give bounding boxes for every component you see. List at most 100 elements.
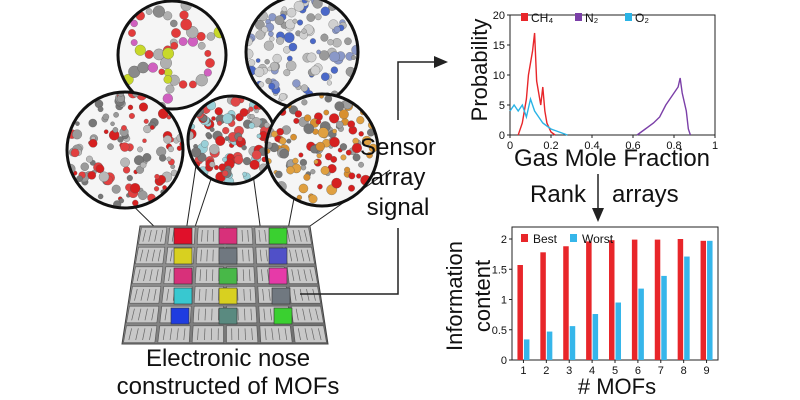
- atom: [358, 131, 364, 137]
- atom: [263, 40, 274, 51]
- atom: [87, 171, 97, 180]
- atom: [132, 199, 139, 207]
- atom: [153, 186, 160, 192]
- hist-ytick-label: 10: [493, 70, 505, 82]
- atom: [279, 93, 287, 101]
- bar-ytick-label: 2: [501, 234, 507, 246]
- electrode-comb: [137, 308, 142, 321]
- bar-ytick-label: 0: [501, 355, 507, 367]
- electrode-comb: [206, 249, 208, 262]
- atom: [334, 101, 345, 112]
- atom: [333, 26, 341, 33]
- electrode-cell: [132, 266, 164, 284]
- electrode-comb: [134, 288, 138, 301]
- atom: [188, 1, 197, 2]
- atom: [251, 150, 262, 160]
- atom: [159, 154, 167, 162]
- atom: [303, 123, 315, 135]
- rank-label-left: Rank: [530, 181, 587, 208]
- atom: [356, 173, 362, 179]
- mof-inset-right: [264, 92, 380, 208]
- electrode-comb: [197, 308, 200, 321]
- atom: [320, 6, 330, 16]
- electrode-comb: [303, 229, 308, 242]
- electrode-comb: [308, 308, 313, 321]
- atom: [128, 29, 136, 37]
- atom: [298, 152, 304, 158]
- hist-xtick-label: 0.6: [625, 140, 640, 152]
- atom: [215, 135, 226, 146]
- atom: [191, 147, 202, 158]
- atom: [315, 119, 322, 125]
- atom: [107, 143, 114, 150]
- atom: [88, 118, 98, 128]
- atom: [246, 48, 254, 60]
- electrode-comb: [251, 328, 253, 341]
- electrode-comb: [315, 308, 319, 321]
- bar-worst: [523, 339, 530, 360]
- atom: [224, 136, 230, 141]
- electrode-comb: [164, 308, 168, 321]
- atom: [200, 140, 209, 148]
- electrode-comb: [303, 269, 307, 282]
- atom: [317, 127, 329, 138]
- bar-worst: [684, 256, 690, 360]
- atom: [138, 190, 148, 200]
- atom: [130, 39, 138, 46]
- bar-xtick-label: 8: [681, 365, 687, 377]
- electrode-comb: [204, 328, 206, 341]
- atom: [220, 1, 226, 12]
- atom: [336, 120, 344, 129]
- atom: [276, 36, 285, 45]
- atom: [142, 153, 152, 162]
- atom: [171, 28, 181, 38]
- atom: [97, 106, 104, 113]
- electrode-comb: [306, 288, 310, 301]
- electrode-comb: [142, 229, 147, 242]
- atom: [269, 36, 275, 42]
- electrode-comb: [241, 229, 243, 242]
- bar-xtick-label: 1: [520, 365, 526, 377]
- atom: [308, 194, 318, 204]
- atom: [330, 156, 338, 163]
- atom: [165, 84, 175, 94]
- electrode-comb: [243, 288, 245, 301]
- atom: [95, 164, 105, 174]
- electrode-comb: [155, 269, 159, 282]
- hist-series-line: [636, 77, 692, 136]
- atom: [143, 118, 149, 124]
- atom: [162, 47, 174, 60]
- atom: [292, 18, 298, 24]
- hist-xtick-label: 0: [507, 140, 513, 152]
- atom: [327, 39, 334, 46]
- electrode-comb: [171, 229, 175, 242]
- electrode-comb: [248, 269, 251, 282]
- atom: [142, 138, 147, 143]
- atom: [303, 173, 311, 181]
- atom: [340, 154, 347, 161]
- atom: [97, 193, 104, 200]
- electrode-comb: [269, 308, 273, 321]
- rank-arrow: [592, 174, 604, 222]
- atom: [320, 166, 330, 175]
- atom: [286, 7, 297, 18]
- hist-legend-swatch: [575, 13, 582, 21]
- atom: [241, 145, 247, 151]
- atom: [255, 58, 261, 63]
- atom: [147, 62, 158, 73]
- atom: [314, 13, 322, 21]
- hist-legend-label: CH₄: [531, 11, 553, 25]
- electrode-cell: [226, 325, 259, 343]
- electrode-comb: [265, 249, 268, 262]
- electrode-cell: [259, 325, 293, 343]
- bar-worst: [661, 275, 667, 360]
- atom: [217, 120, 223, 126]
- bar-worst: [569, 326, 576, 360]
- electrode-comb: [143, 269, 147, 282]
- atom: [255, 30, 265, 40]
- atom: [269, 61, 279, 72]
- atom: [352, 153, 361, 162]
- atom: [287, 55, 293, 62]
- electrode-comb: [304, 328, 308, 341]
- electrode-comb: [168, 269, 171, 282]
